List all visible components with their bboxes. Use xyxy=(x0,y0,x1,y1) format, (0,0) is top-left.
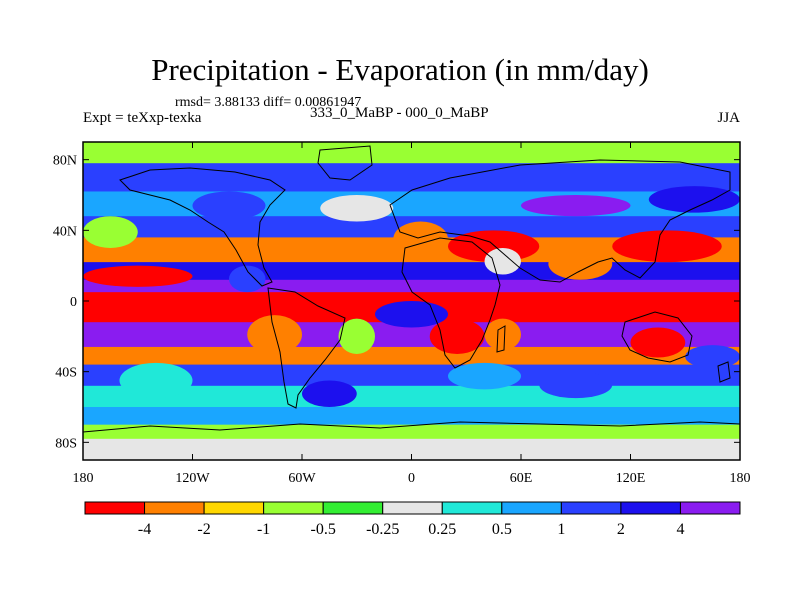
colorbar-label: 1 xyxy=(557,521,565,538)
x-tick-label: 180 xyxy=(730,471,751,486)
x-tick-label: 180 xyxy=(73,471,94,486)
field-band xyxy=(83,191,740,217)
season-label: JJA xyxy=(717,110,740,126)
y-tick-label: 80N xyxy=(53,154,77,169)
x-tick-label: 0 xyxy=(408,471,415,486)
field-anomaly xyxy=(612,230,722,263)
colorbar-box xyxy=(322,501,384,515)
colorbar: -4 -2 -1 -0.5 -0.25 0.25 0.5 1 2 4 xyxy=(84,501,741,538)
field-band xyxy=(83,424,740,440)
field-anomaly xyxy=(375,301,448,328)
coastlines xyxy=(83,145,740,433)
colorbar-box xyxy=(144,501,205,515)
colorbar-box xyxy=(84,501,146,515)
field-anomaly xyxy=(320,195,394,222)
colorbar-label: 0.5 xyxy=(492,521,512,538)
field-band xyxy=(83,346,740,366)
field-anomaly xyxy=(302,380,357,407)
field-band xyxy=(83,142,740,164)
colorbar-box xyxy=(203,501,265,515)
field-anomaly xyxy=(247,315,302,355)
field-anomaly xyxy=(448,362,521,390)
colorbar-box xyxy=(382,501,443,515)
field-anomaly xyxy=(83,216,138,249)
field-anomaly xyxy=(539,371,613,399)
colorbar-box xyxy=(620,501,681,515)
field-anomaly xyxy=(229,265,266,293)
field-anomaly xyxy=(484,318,521,351)
field-anomaly xyxy=(521,195,631,217)
colorbar-label: -4 xyxy=(138,521,151,538)
field-anomaly xyxy=(393,221,448,257)
colorbar-box xyxy=(560,501,622,515)
x-tick-label: 120W xyxy=(175,471,210,486)
field-anomaly xyxy=(119,362,193,399)
y-tick-label: 0 xyxy=(70,295,77,310)
field-anomaly xyxy=(548,248,613,280)
colorbar-label: -1 xyxy=(257,521,270,538)
stats-line: rmsd= 3.88133 diff= 0.00861947 xyxy=(175,95,362,110)
period-label: 333_0_MaBP - 000_0_MaBP xyxy=(310,105,489,121)
field-anomaly xyxy=(630,327,686,358)
field-anomaly xyxy=(484,248,521,275)
field-band xyxy=(83,438,740,460)
y-tick-label: 40N xyxy=(53,224,77,239)
y-axis: 80N 40N 0 40S 80S xyxy=(53,154,740,451)
colorbar-label: -0.5 xyxy=(311,521,336,538)
field-band xyxy=(83,163,740,192)
colorbar-box xyxy=(263,501,324,515)
colorbar-box xyxy=(441,501,503,515)
x-tick-label: 120E xyxy=(616,471,646,486)
x-tick-label: 60E xyxy=(510,471,533,486)
colorbar-label: 0.25 xyxy=(428,521,456,538)
field-anomaly xyxy=(192,191,266,220)
colorbar-label: 2 xyxy=(617,521,625,538)
colorbar-box xyxy=(679,501,741,515)
field-band xyxy=(83,407,740,426)
x-tick-label: 60W xyxy=(288,471,316,486)
field-anomaly xyxy=(685,345,740,369)
colorbar-label: -0.25 xyxy=(366,521,399,538)
colorbar-label: -2 xyxy=(197,521,210,538)
colorbar-label: 4 xyxy=(676,521,684,538)
field-anomaly xyxy=(338,318,375,355)
precip-evap-field xyxy=(83,142,740,460)
y-tick-label: 40S xyxy=(55,366,77,381)
field-anomaly xyxy=(83,265,193,287)
y-tick-label: 80S xyxy=(55,436,77,451)
experiment-label: Expt = teXxp-texka xyxy=(83,110,202,126)
field-anomaly xyxy=(648,186,740,213)
colorbar-box xyxy=(501,501,562,515)
chart-title: Precipitation - Evaporation (in mm/day) xyxy=(151,52,649,87)
x-axis: 180 120W 60W 0 60E 120E 180 xyxy=(73,142,751,486)
